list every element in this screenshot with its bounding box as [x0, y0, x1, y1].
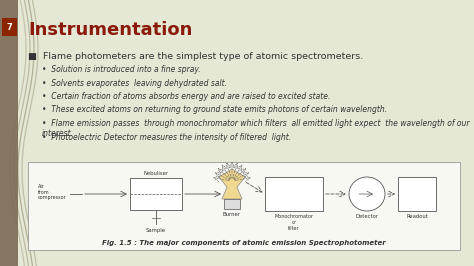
- Text: •  Solvents evaporates  leaving dehydrated salt.: • Solvents evaporates leaving dehydrated…: [42, 78, 227, 88]
- Text: •  These excited atoms on returning to ground state emits photons of certain wav: • These excited atoms on returning to gr…: [42, 106, 387, 114]
- Text: •  Photoelectric Detector measures the intensity of filtered  light.: • Photoelectric Detector measures the in…: [42, 132, 291, 142]
- Text: 7: 7: [7, 23, 12, 32]
- Text: Detector: Detector: [356, 214, 379, 219]
- Text: •  Certain fraction of atoms absorbs energy and are raised to excited state.: • Certain fraction of atoms absorbs ener…: [42, 92, 330, 101]
- Ellipse shape: [349, 177, 385, 211]
- Bar: [130, 178, 182, 210]
- Text: Readout: Readout: [406, 214, 428, 219]
- Bar: [2, 18, 17, 36]
- Polygon shape: [219, 169, 245, 199]
- Text: ■  Flame photometers are the simplest type of atomic spectrometers.: ■ Flame photometers are the simplest typ…: [28, 52, 363, 61]
- Text: Nebuliser: Nebuliser: [144, 171, 169, 176]
- Bar: [224, 199, 240, 209]
- Text: Instrumentation: Instrumentation: [28, 21, 192, 39]
- Text: •  Flame emission passes  through monochromator which filters  all emitted light: • Flame emission passes through monochro…: [42, 119, 470, 138]
- Text: Burner: Burner: [223, 212, 241, 217]
- Text: •  Solution is introduced into a fine spray.: • Solution is introduced into a fine spr…: [42, 65, 201, 74]
- Bar: [398, 177, 436, 211]
- Text: Fig. 1.5 : The major components of atomic emission Spectrophotometer: Fig. 1.5 : The major components of atomi…: [102, 240, 386, 246]
- Bar: [265, 177, 323, 211]
- Text: Air
from
compressor: Air from compressor: [38, 184, 67, 200]
- Text: Monochromator
or
filter: Monochromator or filter: [274, 214, 314, 231]
- Bar: [28, 162, 460, 250]
- Text: Sample: Sample: [146, 228, 166, 233]
- Bar: [0, 0, 18, 266]
